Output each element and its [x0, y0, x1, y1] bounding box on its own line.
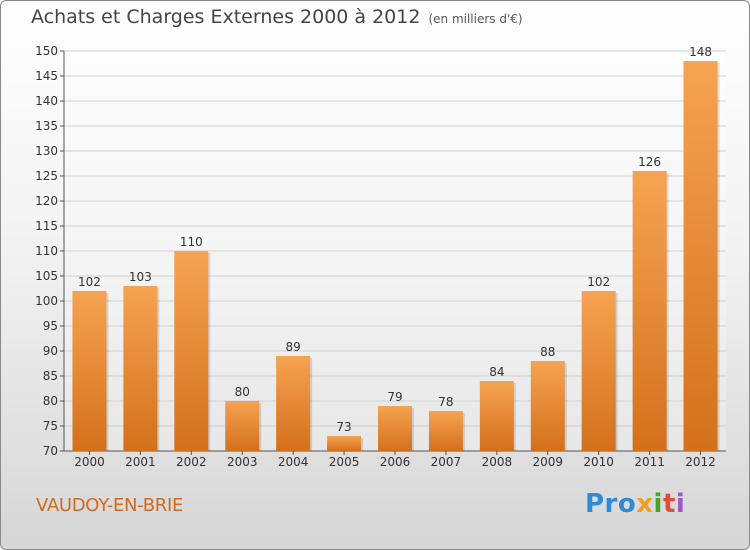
- y-tick-label: 115: [35, 219, 58, 233]
- logo-part-5: i: [675, 489, 686, 519]
- y-tick-label: 95: [43, 319, 58, 333]
- y-tick-label: 135: [35, 119, 58, 133]
- bar-value-label: 79: [387, 390, 402, 404]
- bar-value-label: 78: [438, 395, 453, 409]
- x-tick-label: 2010: [583, 455, 614, 469]
- bar: [72, 291, 107, 451]
- x-tick-label: 2008: [482, 455, 513, 469]
- chart-title: Achats et Charges Externes 2000 à 2012 (e…: [31, 6, 523, 28]
- bar: [174, 251, 209, 451]
- bar-value-label: 73: [336, 420, 351, 434]
- x-tick-label: 2002: [176, 455, 207, 469]
- bar-value-label: 102: [78, 275, 101, 289]
- x-tick-label: 2003: [227, 455, 258, 469]
- bar-value-label: 102: [587, 275, 610, 289]
- logo-part-3: i: [653, 489, 663, 519]
- logo-part-1: Pro: [585, 489, 637, 519]
- bar-value-label: 84: [489, 365, 504, 379]
- bar: [479, 381, 514, 451]
- y-tick-label: 120: [35, 194, 58, 208]
- logo-part-2: x: [636, 489, 654, 519]
- y-tick-label: 105: [35, 269, 58, 283]
- bar: [123, 286, 158, 451]
- bar: [378, 406, 412, 451]
- x-tick-label: 2001: [125, 455, 156, 469]
- bar-value-label: 126: [638, 155, 661, 169]
- x-tick-label: 2004: [278, 455, 309, 469]
- y-tick-label: 75: [43, 419, 58, 433]
- y-tick-label: 140: [35, 94, 58, 108]
- bar: [530, 361, 565, 451]
- bar: [632, 171, 667, 451]
- proxiti-logo: Proxiti: [585, 489, 685, 519]
- bar: [683, 61, 718, 451]
- bar-value-label: 148: [689, 45, 712, 59]
- x-tick-label: 2006: [380, 455, 411, 469]
- bar: [428, 411, 463, 451]
- y-tick-label: 70: [43, 444, 58, 458]
- y-tick-label: 130: [35, 144, 58, 158]
- bar-value-label: 110: [180, 235, 203, 249]
- x-tick-label: 2012: [685, 455, 716, 469]
- y-tick-label: 80: [43, 394, 58, 408]
- bar: [327, 436, 362, 451]
- y-tick-label: 125: [35, 169, 58, 183]
- bar: [225, 401, 260, 451]
- y-tick-label: 150: [35, 44, 58, 58]
- town-name: VAUDOY-EN-BRIE: [36, 495, 184, 516]
- x-tick-label: 2000: [74, 455, 105, 469]
- x-tick-label: 2005: [329, 455, 360, 469]
- x-tick-label: 2011: [634, 455, 665, 469]
- bar-value-label: 80: [235, 385, 250, 399]
- y-tick-label: 85: [43, 369, 58, 383]
- bar-value-label: 89: [286, 340, 301, 354]
- y-tick-label: 145: [35, 69, 58, 83]
- y-tick-label: 90: [43, 344, 58, 358]
- bar: [581, 291, 616, 451]
- logo-part-4: t: [662, 489, 676, 519]
- y-tick-label: 110: [35, 244, 58, 258]
- y-tick-label: 100: [35, 294, 58, 308]
- chart-unit: (en milliers d'€): [428, 12, 523, 26]
- bar: [276, 356, 311, 451]
- bar-value-label: 103: [129, 270, 152, 284]
- chart-title-text: Achats et Charges Externes 2000 à 2012: [31, 6, 421, 28]
- bar-value-label: 88: [540, 345, 555, 359]
- x-tick-label: 2009: [532, 455, 563, 469]
- x-tick-label: 2007: [431, 455, 462, 469]
